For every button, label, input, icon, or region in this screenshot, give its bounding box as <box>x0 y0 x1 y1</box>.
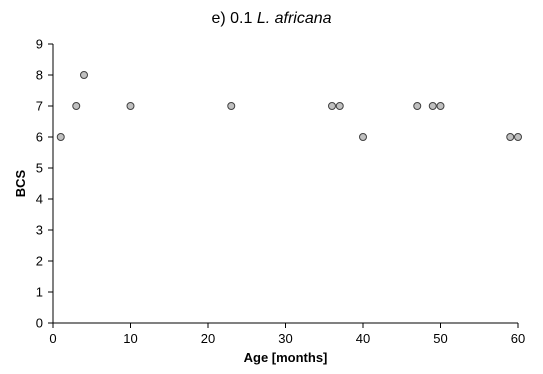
x-tick-label: 40 <box>356 331 370 346</box>
data-point <box>436 102 445 110</box>
data-point <box>80 71 88 79</box>
data-point <box>328 102 336 110</box>
data-point <box>72 102 81 110</box>
y-tick-label: 6 <box>36 130 43 145</box>
data-point <box>227 102 236 110</box>
x-tick-label: 10 <box>123 331 137 346</box>
x-axis-label: Age [months] <box>244 350 328 365</box>
data-point <box>514 133 522 141</box>
data-point <box>359 133 367 141</box>
y-tick-label: 8 <box>36 68 43 83</box>
y-tick-label: 9 <box>36 37 43 52</box>
data-point <box>335 102 344 110</box>
data-point <box>56 133 65 141</box>
y-tick-label: 5 <box>36 161 43 176</box>
x-tick-label: 50 <box>433 331 447 346</box>
y-axis-label: BCS <box>13 169 28 197</box>
y-tick-label: 2 <box>36 254 43 269</box>
y-tick-label: 3 <box>36 223 43 238</box>
x-tick-label: 20 <box>201 331 215 346</box>
data-point <box>413 102 422 110</box>
x-tick-label: 30 <box>278 331 292 346</box>
x-tick-label: 60 <box>511 331 525 346</box>
data-point <box>126 102 135 110</box>
axes: 0 1 2 3 4 5 6 7 8 9 0 10 20 30 40 50 60 <box>36 37 525 347</box>
data-point <box>428 102 437 110</box>
chart-title: e) 0.1 L. africana <box>0 10 543 28</box>
y-tick-label: 0 <box>36 316 43 331</box>
y-tick-label: 4 <box>36 192 43 207</box>
chart-title-species: L. africana <box>256 10 332 27</box>
y-tick-label: 7 <box>36 99 43 114</box>
y-tick-label: 1 <box>36 285 43 300</box>
data-points <box>56 71 522 141</box>
chart-title-prefix: e) 0.1 <box>211 10 257 27</box>
x-tick-label: 0 <box>49 331 56 346</box>
data-point <box>506 133 515 141</box>
